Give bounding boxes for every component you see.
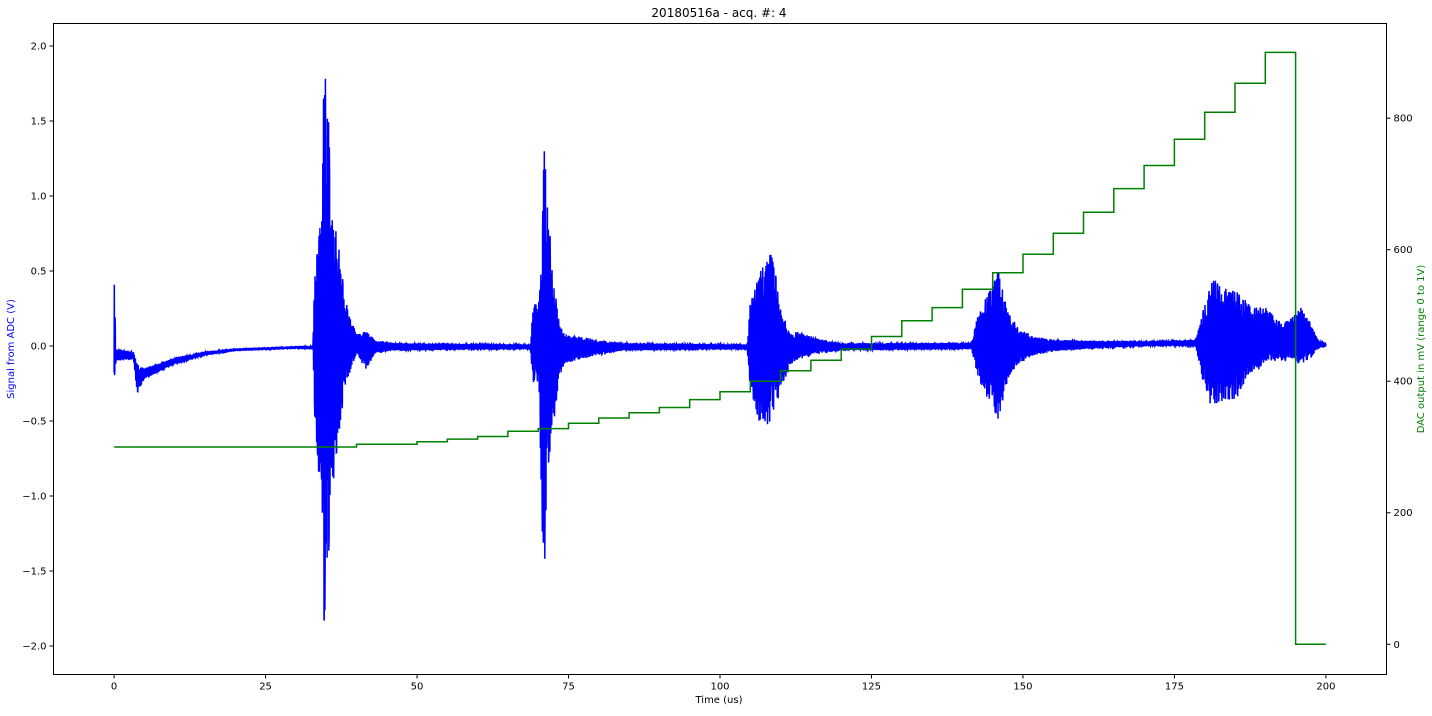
- y-left-tick-label: −0.5: [22, 417, 46, 428]
- plot-area: [113, 51, 1327, 646]
- x-axis-label: Time (us): [694, 695, 742, 706]
- y-right-tick-label: 400: [1394, 377, 1413, 388]
- y-left-tick-label: 0.0: [31, 342, 47, 353]
- dac-step-line: [114, 51, 1326, 646]
- x-axis: 0 25 50 75 100 125 150 175 200: [111, 674, 1335, 693]
- y-axis-right-label: DAC output in mV (range 0 to 1V): [1416, 265, 1427, 434]
- y-right-tick-label: 800: [1394, 114, 1413, 125]
- y-left-tick-label: 1.0: [31, 192, 47, 203]
- y-left-tick-label: −1.5: [22, 567, 46, 578]
- y-right-tick-label: 0: [1394, 640, 1400, 651]
- signal-line: [113, 78, 1327, 621]
- y-left-tick-label: −1.0: [22, 492, 46, 503]
- y-left-tick-label: 2.0: [31, 42, 47, 53]
- y-left-tick-label: 0.5: [31, 267, 47, 278]
- y-left-tick-label: 1.5: [31, 117, 47, 128]
- y-right-tick-label: 200: [1394, 508, 1413, 519]
- x-tick-label: 0: [111, 682, 117, 693]
- x-tick-label: 175: [1165, 682, 1184, 693]
- y-axis-left-label: Signal from ADC (V): [6, 299, 17, 399]
- x-tick-label: 50: [411, 682, 424, 693]
- chart-title: 20180516a - acq. #: 4: [651, 6, 786, 20]
- x-tick-label: 125: [862, 682, 881, 693]
- y-axis-right: 0 200 400 600 800: [1386, 114, 1413, 651]
- x-tick-label: 75: [562, 682, 575, 693]
- x-tick-label: 200: [1316, 682, 1335, 693]
- x-tick-label: 100: [710, 682, 729, 693]
- y-axis-left: 2.0 1.5 1.0 0.5 0.0 −0.5 −1.0 −1.5 −2.0: [22, 42, 54, 653]
- y-right-tick-label: 600: [1394, 245, 1413, 256]
- x-tick-label: 150: [1013, 682, 1032, 693]
- x-tick-label: 25: [259, 682, 272, 693]
- y-left-tick-label: −2.0: [22, 642, 46, 653]
